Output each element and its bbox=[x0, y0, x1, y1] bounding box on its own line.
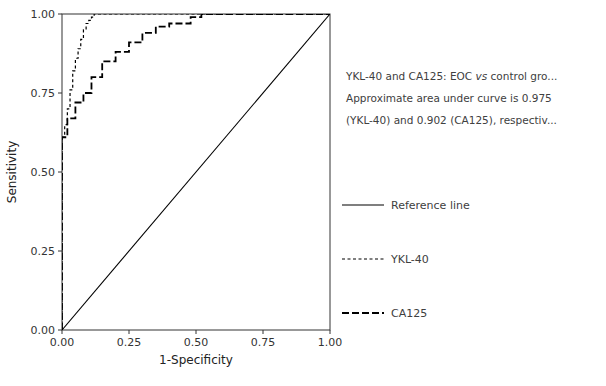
x-axis-label: 1-Specificity bbox=[159, 353, 233, 367]
y-tick bbox=[58, 251, 62, 252]
y-tick-label: 0.00 bbox=[31, 324, 56, 337]
y-tick-label: 0.25 bbox=[31, 245, 56, 258]
series-line bbox=[62, 14, 330, 330]
legend-swatch bbox=[342, 312, 384, 314]
annotation: YKL-40 and CA125: EOC vs control gro... bbox=[345, 70, 557, 82]
y-tick-label: 0.75 bbox=[31, 87, 56, 100]
legend-swatch bbox=[342, 258, 384, 259]
x-tick bbox=[330, 330, 331, 334]
x-tick-label: 0.00 bbox=[50, 336, 75, 349]
plot-frame bbox=[62, 14, 330, 330]
y-tick bbox=[58, 330, 62, 331]
x-tick-label: 0.50 bbox=[184, 336, 209, 349]
chart: 0.00 0.25 0.50 0.75 1.00 0.00 0.25 0.50 0.75 1.00… bbox=[0, 0, 606, 386]
legend-label: Reference line bbox=[391, 199, 470, 212]
annotation-part: control gro... bbox=[487, 70, 557, 82]
y-tick bbox=[58, 93, 62, 94]
x-tick bbox=[62, 330, 63, 334]
series-line bbox=[62, 14, 330, 330]
x-tick-label: 0.75 bbox=[251, 336, 276, 349]
legend-swatch bbox=[342, 204, 384, 205]
y-tick-label: 0.50 bbox=[31, 166, 56, 179]
y-axis-label: Sensitivity bbox=[5, 141, 19, 203]
x-tick bbox=[129, 330, 130, 334]
annotation-part: YKL-40 and CA125: EOC bbox=[345, 70, 476, 82]
series-line bbox=[62, 14, 330, 330]
x-tick-label: 0.25 bbox=[117, 336, 142, 349]
annotation-part: vs bbox=[476, 70, 488, 82]
legend-label: CA125 bbox=[391, 307, 427, 320]
x-tick-label: 1.00 bbox=[318, 336, 343, 349]
plot-lines bbox=[62, 14, 330, 330]
annotation: (YKL-40) and 0.902 (CA125), respectiv... bbox=[346, 114, 557, 126]
legend-label: YKL-40 bbox=[390, 253, 429, 266]
y-tick-label: 1.00 bbox=[31, 8, 56, 21]
annotation: Approximate area under curve is 0.975 bbox=[346, 92, 552, 104]
x-tick bbox=[196, 330, 197, 334]
x-tick bbox=[263, 330, 264, 334]
y-tick bbox=[58, 14, 62, 15]
y-tick bbox=[58, 172, 62, 173]
